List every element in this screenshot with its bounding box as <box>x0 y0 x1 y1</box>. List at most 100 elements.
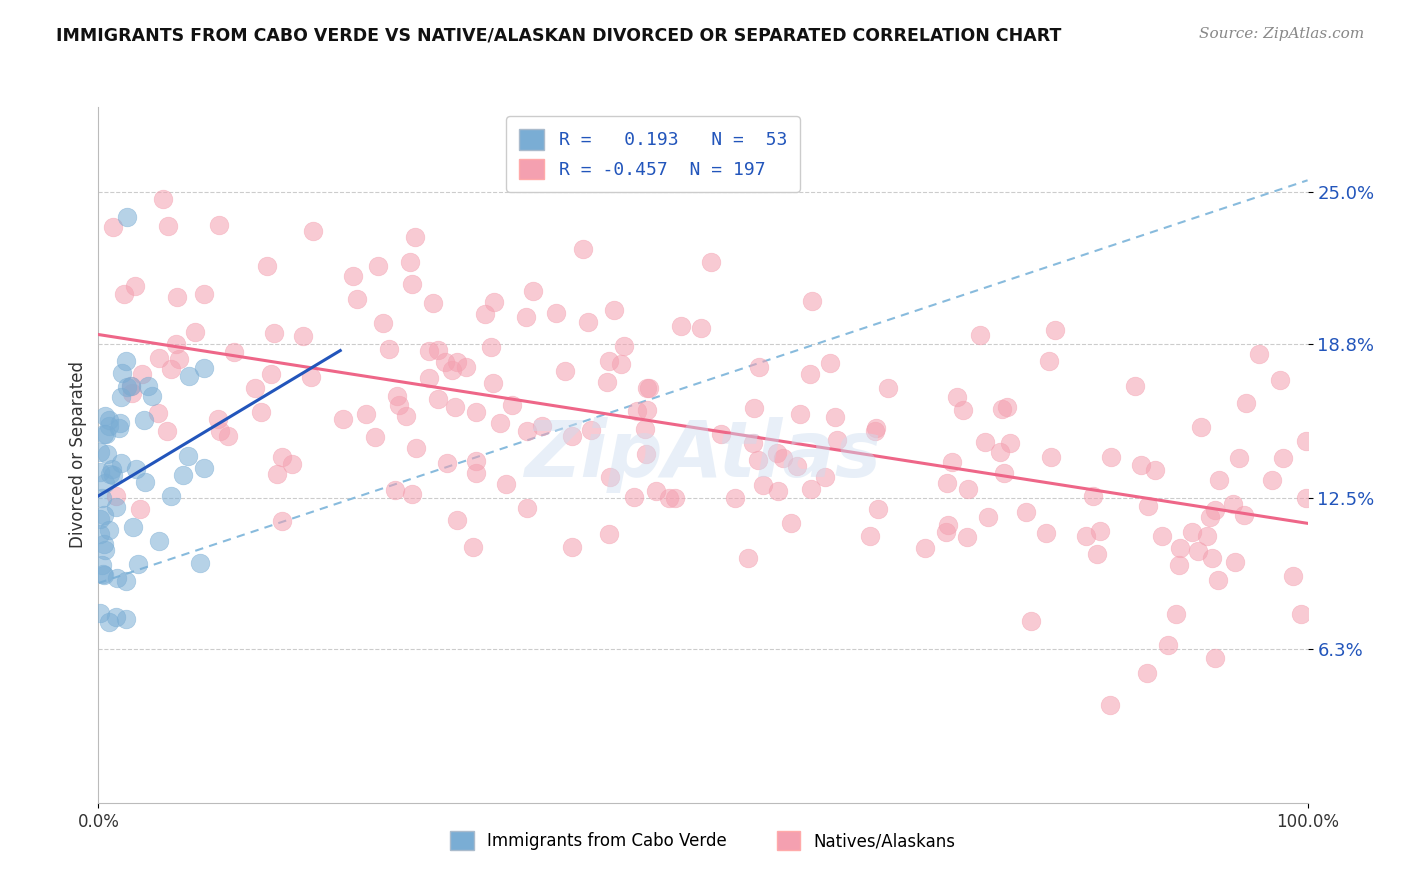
Point <box>111 366 134 380</box>
Point <box>747 453 769 467</box>
Point <box>638 381 661 395</box>
Point <box>945 390 967 404</box>
Point <box>1187 543 1209 558</box>
Point <box>1099 450 1122 464</box>
Point <box>1181 524 1204 539</box>
Point <box>465 405 488 419</box>
Point <box>167 351 190 366</box>
Point <box>1204 651 1226 665</box>
Point <box>97 418 120 433</box>
Point <box>748 360 770 375</box>
Point <box>124 462 146 476</box>
Point <box>527 155 550 169</box>
Point <box>1099 698 1122 713</box>
Point <box>207 412 229 426</box>
Point <box>974 435 997 450</box>
Point <box>772 450 794 465</box>
Point <box>995 400 1018 414</box>
Point <box>193 461 215 475</box>
Point <box>613 339 636 353</box>
Point <box>1272 450 1295 465</box>
Point <box>401 487 423 501</box>
Point <box>141 389 163 403</box>
Point <box>399 255 422 269</box>
Y-axis label: Divorced or Separated: Divorced or Separated <box>69 361 87 549</box>
Point <box>1189 419 1212 434</box>
Point <box>93 426 115 441</box>
Point <box>120 379 142 393</box>
Point <box>256 259 278 273</box>
Point <box>183 326 205 340</box>
Point <box>1233 508 1256 523</box>
Point <box>91 558 114 573</box>
Point <box>152 192 174 206</box>
Point <box>935 524 957 539</box>
Point <box>371 316 394 330</box>
Point <box>799 367 821 381</box>
Point <box>1015 504 1038 518</box>
Point <box>104 489 127 503</box>
Point <box>422 296 444 310</box>
Point <box>346 292 368 306</box>
Point <box>786 458 808 473</box>
Point <box>98 412 121 426</box>
Point <box>120 379 142 393</box>
Point <box>531 419 554 434</box>
Point <box>1045 322 1067 336</box>
Point <box>271 450 294 465</box>
Legend: Immigrants from Cabo Verde, Natives/Alaskans: Immigrants from Cabo Verde, Natives/Alas… <box>444 824 962 857</box>
Point <box>623 490 645 504</box>
Point <box>146 406 169 420</box>
Point <box>690 321 713 335</box>
Point <box>159 362 181 376</box>
Point <box>98 615 121 629</box>
Point <box>596 375 619 389</box>
Point <box>603 303 626 318</box>
Point <box>1227 451 1250 466</box>
Point <box>112 287 135 301</box>
Point <box>1168 541 1191 555</box>
Point <box>129 501 152 516</box>
Point <box>1282 568 1305 582</box>
Point <box>208 218 231 232</box>
Point <box>110 416 132 430</box>
Point <box>217 428 239 442</box>
Point <box>824 409 846 424</box>
Point <box>172 468 194 483</box>
Point <box>1136 665 1159 680</box>
Point <box>89 526 111 541</box>
Point <box>138 379 160 393</box>
Point <box>89 511 111 525</box>
Point <box>404 230 426 244</box>
Point <box>193 287 215 301</box>
Point <box>495 476 517 491</box>
Point <box>636 381 658 395</box>
Point <box>780 516 803 530</box>
Point <box>1156 638 1178 652</box>
Point <box>1289 607 1312 622</box>
Point <box>96 447 118 461</box>
Point <box>156 424 179 438</box>
Point <box>378 342 401 356</box>
Point <box>94 427 117 442</box>
Point <box>302 224 325 238</box>
Point <box>156 219 179 234</box>
Point <box>1083 489 1105 503</box>
Point <box>193 360 215 375</box>
Point <box>664 491 686 506</box>
Point <box>387 389 409 403</box>
Point <box>941 455 963 469</box>
Point <box>561 429 583 443</box>
Point <box>801 294 824 309</box>
Point <box>1201 550 1223 565</box>
Point <box>160 490 183 504</box>
Point <box>877 381 900 395</box>
Point <box>1295 434 1317 448</box>
Point <box>825 434 848 448</box>
Point <box>598 354 620 368</box>
Point <box>465 453 488 467</box>
Point <box>89 445 111 459</box>
Point <box>104 610 127 624</box>
Point <box>576 315 599 329</box>
Point <box>741 436 763 450</box>
